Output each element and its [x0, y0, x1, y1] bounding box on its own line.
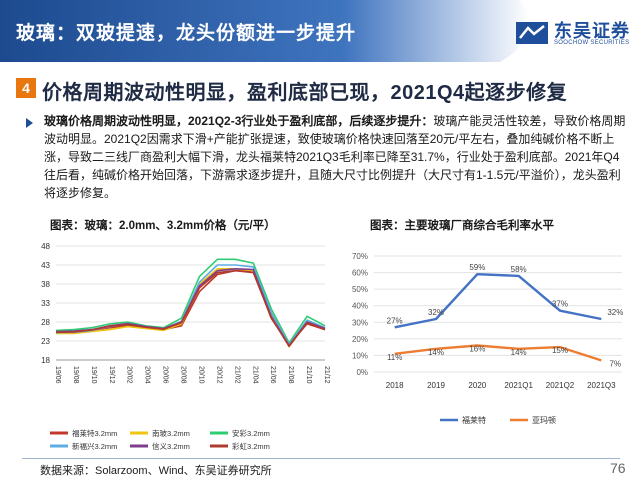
- data-label: 59%: [469, 263, 485, 272]
- x-tick-label: 2018: [386, 381, 404, 390]
- x-tick-label: 2021Q2: [546, 381, 575, 390]
- page-number: 76: [610, 460, 626, 476]
- x-tick-label: 19/10: [90, 366, 97, 384]
- data-label: 58%: [511, 265, 527, 274]
- x-tick-label: 20/10: [197, 366, 204, 384]
- data-label: 11%: [387, 353, 402, 362]
- data-label: 37%: [552, 300, 568, 309]
- legend-label: 信义3.2mm: [152, 441, 190, 451]
- data-label: 32%: [607, 308, 623, 317]
- x-tick-label: 20/02: [126, 366, 133, 384]
- x-tick-label: 20/08: [180, 366, 187, 384]
- y-tick-label: 23: [41, 337, 50, 346]
- y-tick-label: 60%: [352, 269, 368, 278]
- data-source: 数据来源：Solarzoom、Wind、东吴证券研究所: [40, 465, 272, 477]
- y-tick-label: 28: [41, 318, 50, 327]
- logo-name-en: SOOCHOW SECURITIES: [554, 40, 630, 46]
- x-tick-label: 21/02: [233, 366, 240, 384]
- section-number: 4: [16, 78, 36, 98]
- x-tick-label: 21/04: [251, 366, 258, 384]
- section-title: 价格周期波动性明显，盈利底部已现，2021Q4起逐步修复: [42, 82, 568, 104]
- data-label: 27%: [387, 316, 403, 325]
- x-tick-label: 2021Q1: [504, 381, 533, 390]
- y-tick-label: 38: [41, 280, 50, 289]
- series-line-6: [55, 269, 326, 348]
- x-tick-label: 20/04: [144, 366, 151, 384]
- footer-divider: [22, 458, 620, 459]
- data-label: 7%: [610, 359, 622, 368]
- x-tick-label: 2019: [427, 381, 445, 390]
- data-label: 16%: [469, 344, 485, 353]
- series-line-3: [55, 258, 326, 344]
- gross-margin-chart: 0% 10% 20% 30% 40% 50% 60% 70% 2018 2019 2020 2021Q…: [352, 252, 623, 390]
- y-tick-label: 40%: [352, 302, 368, 311]
- x-tick-label: 21/08: [287, 366, 294, 384]
- x-tick-label: 19/08: [72, 366, 79, 384]
- y-tick-label: 33: [41, 299, 50, 308]
- logo-name-cn: 东吴证券: [554, 21, 630, 41]
- y-tick-label: 30%: [352, 318, 368, 327]
- company-logo: 东吴证券 SOOCHOW SECURITIES: [514, 14, 634, 54]
- legend-label: 南玻3.2mm: [152, 428, 190, 438]
- data-label: 14%: [428, 348, 444, 357]
- y-tick-label: 0%: [356, 368, 368, 377]
- data-label: 15%: [552, 346, 568, 355]
- gross-margin-legend: 福莱特 亚玛顿: [440, 415, 556, 425]
- x-tick-label: 19/12: [108, 366, 115, 384]
- y-tick-label: 50%: [352, 285, 368, 294]
- x-tick-label: 20/06: [162, 366, 169, 384]
- legend-label: 亚玛顿: [532, 415, 556, 425]
- bullet-arrow-icon: [26, 118, 33, 128]
- x-tick-label: 21/06: [269, 366, 276, 384]
- left-chart-caption: 图表：玻璃：2.0mm、3.2mm价格（元/平）: [50, 220, 276, 232]
- page-title: 玻璃：双玻提速，龙头份额进一步提升: [16, 23, 357, 44]
- x-tick-label: 20/12: [215, 366, 222, 384]
- x-tick-label: 21/12: [323, 366, 330, 384]
- data-label: 32%: [428, 308, 444, 317]
- y-tick-label: 20%: [352, 335, 368, 344]
- right-chart-caption: 图表：主要玻璃厂商综合毛利率水平: [370, 220, 554, 232]
- y-tick-label: 48: [41, 242, 50, 251]
- x-tick-label: 2020: [468, 381, 486, 390]
- series-line-1: [394, 273, 602, 329]
- summary-paragraph: 玻璃价格周期波动性明显，2021Q2-3行业处于盈利底部，后续逐步提升：玻璃产能…: [44, 112, 626, 202]
- y-tick-label: 18: [41, 356, 50, 365]
- x-tick-label: 19/06: [54, 366, 61, 384]
- series-line-2: [394, 344, 602, 362]
- paragraph-lead: 玻璃价格周期波动性明显，2021Q2-3行业处于盈利底部，后续逐步提升：: [44, 114, 434, 128]
- y-tick-label: 10%: [352, 351, 368, 360]
- x-tick-label: 21/10: [305, 366, 312, 384]
- legend-label: 新福兴3.2mm: [72, 441, 117, 451]
- glass-price-legend: 福莱特3.2mm 南玻3.2mm 安彩3.2mm 新福兴3.2mm 信义3.2mm 彩虹3…: [50, 428, 270, 451]
- header-band: [0, 0, 640, 62]
- legend-label: 彩虹3.2mm: [232, 441, 270, 451]
- paragraph-body: 玻璃产能灵活性较差，导致价格周期波动明显。2021Q2因需求下滑+产能扩张提速，…: [44, 114, 626, 200]
- legend-label: 安彩3.2mm: [232, 428, 270, 438]
- y-tick-label: 43: [41, 261, 50, 270]
- legend-label: 福莱特: [462, 415, 486, 425]
- logo-mark-icon: [516, 22, 548, 44]
- glass-price-chart: 18 23 28 33 38 43 48 19/06 19/08 19/10 19/12 20/02 2…: [41, 242, 330, 384]
- data-label: 14%: [511, 348, 527, 357]
- x-tick-label: 2021Q3: [587, 381, 616, 390]
- legend-label: 福莱特3.2mm: [72, 428, 117, 438]
- y-tick-label: 70%: [352, 252, 368, 261]
